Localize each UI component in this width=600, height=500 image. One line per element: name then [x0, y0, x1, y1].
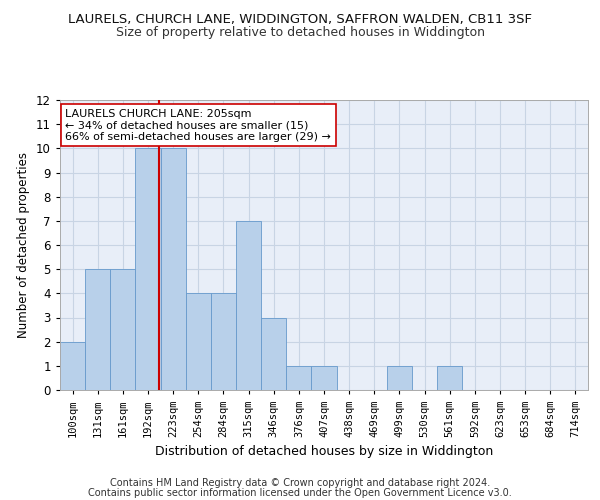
Bar — [110, 269, 136, 390]
Bar — [161, 148, 186, 390]
Text: LAURELS, CHURCH LANE, WIDDINGTON, SAFFRON WALDEN, CB11 3SF: LAURELS, CHURCH LANE, WIDDINGTON, SAFFRO… — [68, 12, 532, 26]
Bar — [136, 148, 161, 390]
Bar — [60, 342, 85, 390]
X-axis label: Distribution of detached houses by size in Widdington: Distribution of detached houses by size … — [155, 445, 493, 458]
Text: Size of property relative to detached houses in Widdington: Size of property relative to detached ho… — [115, 26, 485, 39]
Bar — [311, 366, 337, 390]
Bar — [437, 366, 462, 390]
Text: Contains public sector information licensed under the Open Government Licence v3: Contains public sector information licen… — [88, 488, 512, 498]
Bar — [261, 318, 286, 390]
Bar — [186, 294, 211, 390]
Y-axis label: Number of detached properties: Number of detached properties — [17, 152, 31, 338]
Bar — [236, 221, 261, 390]
Bar — [85, 269, 110, 390]
Text: Contains HM Land Registry data © Crown copyright and database right 2024.: Contains HM Land Registry data © Crown c… — [110, 478, 490, 488]
Text: LAURELS CHURCH LANE: 205sqm
← 34% of detached houses are smaller (15)
66% of sem: LAURELS CHURCH LANE: 205sqm ← 34% of det… — [65, 108, 331, 142]
Bar — [211, 294, 236, 390]
Bar — [286, 366, 311, 390]
Bar — [387, 366, 412, 390]
